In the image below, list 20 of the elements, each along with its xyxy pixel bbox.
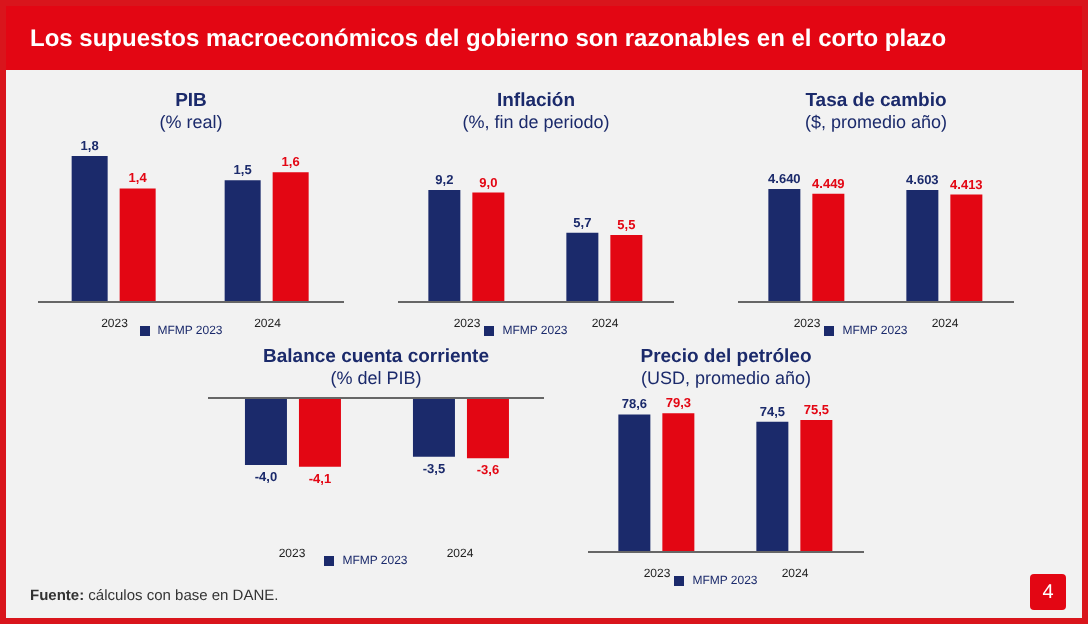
chart-subtitle: ($, promedio año) — [802, 112, 950, 132]
text: 4 — [1030, 574, 1066, 610]
chart-title: Inflación — [494, 90, 578, 112]
bar — [119, 188, 156, 302]
bar — [224, 180, 261, 302]
bar — [428, 190, 461, 302]
chart-title: Tasa de cambio — [803, 90, 949, 112]
text: Los supuestos macroeconómicos del gobierno son razonables en el corto plazo — [6, 6, 1082, 70]
chart-subtitle: (%, fin de periodo) — [460, 112, 612, 132]
bar — [272, 172, 309, 302]
chart-subtitle: (USD, promedio año) — [638, 368, 814, 388]
chart-subtitle: (% del PIB) — [328, 368, 424, 388]
chart-title: Precio del petróleo — [638, 346, 814, 368]
chart-title: PIB — [173, 90, 209, 112]
bar — [566, 232, 599, 302]
chart-subtitle: (% real) — [157, 112, 225, 132]
chart-title: Balance cuenta corriente — [261, 346, 491, 368]
bar — [71, 156, 108, 302]
bar — [610, 235, 643, 302]
bar — [472, 192, 505, 302]
